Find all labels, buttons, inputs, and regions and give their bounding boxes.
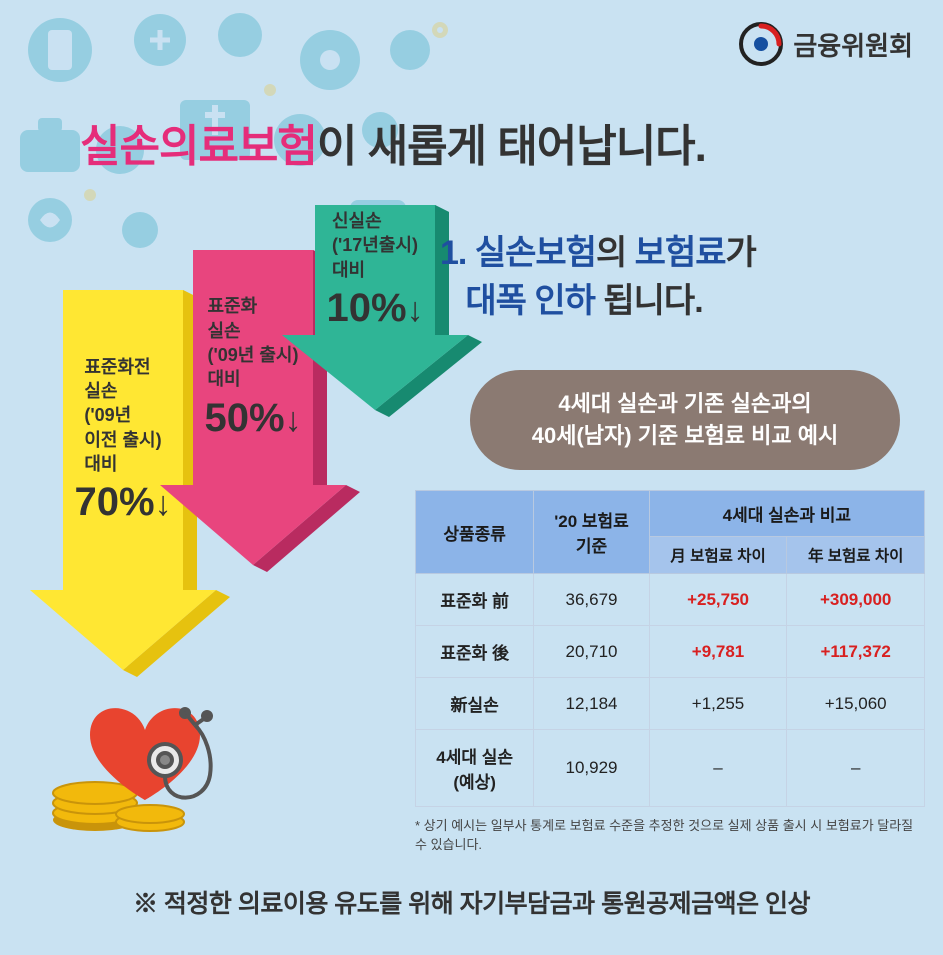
arrows-infographic: 표준화전실손('09년이전 출시)대비 70%↓ 표준화실손('09년 출시)대… — [30, 205, 450, 685]
table-footnote: * 상기 예시는 일부사 통계로 보험료 수준을 추정한 것으로 실제 상품 출… — [415, 815, 925, 853]
cell-month-diff: – — [649, 730, 787, 807]
title-rest: 이 새롭게 태어납니다. — [317, 122, 706, 171]
logo-mark-icon — [739, 22, 783, 66]
cell-product: 4세대 실손(예상) — [416, 730, 534, 807]
main-title: 실손의료보험이 새롭게 태어납니다. — [80, 110, 706, 174]
th-base: '20 보험료기준 — [534, 491, 649, 574]
cell-year-diff: +15,060 — [787, 678, 925, 730]
cell-month-diff: +1,255 — [649, 678, 787, 730]
cell-year-diff: +117,372 — [787, 626, 925, 678]
th-compare: 4세대 실손과 비교 — [649, 491, 924, 537]
cell-base: 10,929 — [534, 730, 649, 807]
footer-note: ※ 적정한 의료이용 유도를 위해 자기부담금과 통원공제금액은 인상 — [40, 884, 903, 920]
table-body: 표준화 前36,679+25,750+309,000표준화 後20,710+9,… — [416, 574, 925, 807]
cell-product: 표준화 後 — [416, 626, 534, 678]
org-logo: 금융위원회 — [739, 22, 913, 66]
cell-year-diff: +309,000 — [787, 574, 925, 626]
bubble-line1: 4세대 실손과 기존 실손과의 — [558, 391, 811, 416]
th-product: 상품종류 — [416, 491, 534, 574]
arrow-label: 표준화전실손('09년이전 출시)대비 — [84, 355, 161, 476]
section-kw2: 보험료 — [635, 234, 726, 272]
th-year-diff: 年 보험료 차이 — [787, 537, 925, 574]
bubble-line2: 40세(남자) 기준 보험료 비교 예시 — [532, 423, 838, 448]
section-1-title: 1. 실손보험의 보험료가 대폭 인하 됩니다. — [440, 230, 756, 325]
cell-month-diff: +9,781 — [649, 626, 787, 678]
cell-base: 20,710 — [534, 626, 649, 678]
arrow-percent: 10%↓ — [326, 286, 423, 331]
cell-year-diff: – — [787, 730, 925, 807]
cell-product: 표준화 前 — [416, 574, 534, 626]
arrow-label: 신실손('17년출시)대비 — [332, 209, 418, 282]
comparison-callout-bubble: 4세대 실손과 기존 실손과의 40세(남자) 기준 보험료 비교 예시 — [470, 370, 900, 470]
cell-base: 36,679 — [534, 574, 649, 626]
cell-product: 新실손 — [416, 678, 534, 730]
coins-icon — [53, 782, 184, 831]
section-txt1: 의 — [596, 234, 635, 272]
th-month-diff: 月 보험료 차이 — [649, 537, 787, 574]
cell-month-diff: +25,750 — [649, 574, 787, 626]
premium-comparison-table: 상품종류 '20 보험료기준 4세대 실손과 비교 月 보험료 차이 年 보험료… — [415, 490, 925, 853]
table-row: 4세대 실손(예상)10,929–– — [416, 730, 925, 807]
section-txt2: 가 — [726, 234, 756, 272]
cell-base: 12,184 — [534, 678, 649, 730]
section-number: 1. — [440, 234, 466, 272]
arrow-percent: 70%↓ — [74, 480, 171, 525]
table-row: 표준화 前36,679+25,750+309,000 — [416, 574, 925, 626]
section-kw3: 대폭 인하 — [465, 282, 595, 320]
section-kw1: 실손보험 — [475, 234, 596, 272]
title-highlight: 실손의료보험 — [80, 122, 317, 171]
org-name: 금융위원회 — [793, 26, 913, 63]
section-txt3: 됩니다. — [595, 282, 703, 320]
table-row: 표준화 後20,710+9,781+117,372 — [416, 626, 925, 678]
heart-coins-stethoscope-icon — [45, 690, 245, 840]
table-row: 新실손12,184+1,255+15,060 — [416, 678, 925, 730]
